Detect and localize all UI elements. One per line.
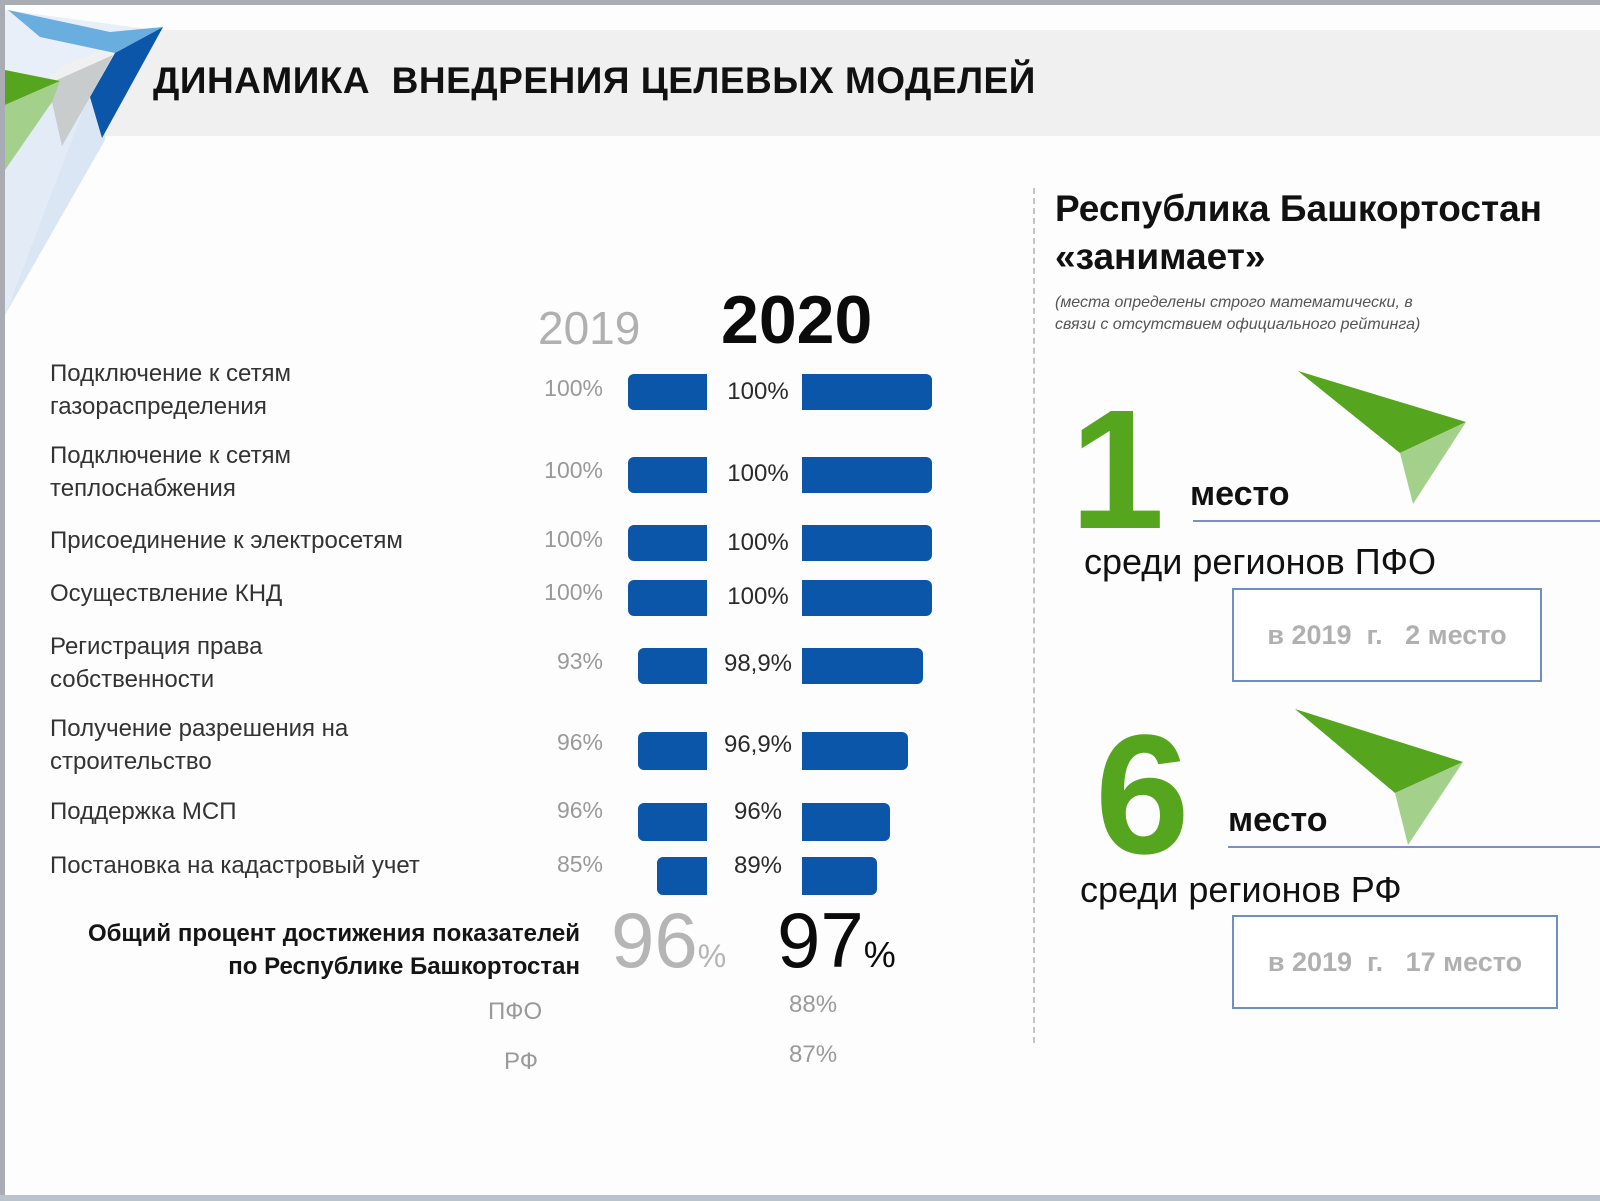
year-2019-label: 2019 — [538, 302, 641, 354]
row-label: Подключение к сетям теплоснабжения — [50, 442, 292, 502]
total-2020-percent: % — [863, 934, 896, 975]
bar-2019 — [638, 648, 707, 684]
value-2020: 100% — [727, 583, 789, 610]
value-2019: 96% — [556, 797, 603, 823]
rf-rank-mesto: место — [1228, 801, 1328, 839]
total-label-line1: Общий процент достижения показателей — [87, 920, 580, 947]
vertical-divider — [1033, 188, 1035, 1043]
row-label: Поддержка МСП — [50, 798, 237, 825]
value-2019: 100% — [544, 579, 603, 605]
value-2020: 98,9% — [723, 650, 793, 677]
bottom-frame — [0, 1195, 1600, 1201]
pfo-prev-text: в 2019 г. 2 место — [1267, 619, 1507, 650]
rf-among-label: среди регионов РФ — [1080, 869, 1402, 910]
pfo-prev-box: в 2019 г. 2 место — [1232, 588, 1542, 682]
bar-2019 — [628, 525, 707, 561]
rf-rank-number: 6 — [1095, 700, 1190, 890]
logo-arrow-icon — [5, 10, 163, 315]
title-band — [5, 30, 1600, 136]
value-2019: 96% — [556, 729, 603, 755]
total-2019-value: 96 — [611, 896, 698, 984]
pfo-among-label: среди регионов ПФО — [1084, 541, 1436, 582]
row-label: Постановка на кадастровый учет — [50, 852, 420, 879]
rf-prev-box: в 2019 г. 17 место — [1232, 915, 1558, 1009]
bar-2019 — [628, 374, 707, 410]
total-label-line2: по Республике Башкортостан — [228, 953, 580, 980]
total-label: Общий процент достижения показателей по … — [20, 917, 580, 983]
bar-2020 — [802, 803, 890, 841]
rf-arrow-icon — [1295, 709, 1463, 845]
pfo-rank-mesto: место — [1190, 475, 1290, 513]
total-2020: 97% — [777, 895, 896, 986]
value-2020: 100% — [727, 378, 789, 405]
bar-2019 — [628, 457, 707, 493]
value-2019: 93% — [556, 648, 603, 674]
total-2019: 96% — [611, 895, 726, 986]
pfo-rank-number: 1 — [1070, 375, 1165, 565]
bar-2020 — [802, 648, 923, 684]
total-2020-value: 97 — [777, 896, 864, 984]
total-2019-percent: % — [697, 938, 727, 974]
ranking-title: Республика Башкортостан «занимает» — [1055, 188, 1543, 277]
value-2020: 96,9% — [723, 731, 793, 758]
value-2020: 100% — [727, 529, 789, 556]
value-2019: 100% — [544, 375, 603, 401]
rf-rank-underline — [1228, 846, 1600, 848]
rf-prev-text: в 2019 г. 17 место — [1267, 946, 1523, 977]
value-2020: 100% — [727, 460, 789, 487]
bar-2019 — [638, 732, 707, 770]
bar-2020 — [802, 374, 932, 410]
row-label: Подключение к сетям газораспределения — [50, 360, 292, 420]
page-title: ДИНАМИКА ВНЕДРЕНИЯ ЦЕЛЕВЫХ МОДЕЛЕЙ — [153, 60, 1036, 101]
bar-2020 — [802, 732, 908, 770]
slide: ДИНАМИКА ВНЕДРЕНИЯ ЦЕЛЕВЫХ МОДЕЛЕЙ 2019 … — [5, 5, 1600, 1195]
bar-2020 — [802, 525, 932, 561]
value-2019: 85% — [556, 851, 603, 877]
rf-value: 87% — [789, 1041, 838, 1068]
year-2020-label: 2020 — [721, 282, 873, 358]
value-2020: 89% — [733, 852, 783, 879]
pfo-arrow-icon — [1298, 371, 1466, 504]
pfo-label: ПФО — [488, 998, 543, 1025]
pfo-value: 88% — [789, 991, 838, 1018]
bar-2019 — [657, 857, 707, 895]
rf-label: РФ — [504, 1048, 538, 1075]
ranking-note: (места определены строго математически, … — [1055, 294, 1421, 333]
bar-2020 — [802, 580, 932, 616]
pfo-rank-underline — [1193, 520, 1600, 522]
value-2019: 100% — [544, 457, 603, 483]
row-label: Получение разрешения на строительство — [50, 715, 349, 775]
value-2020: 96% — [733, 798, 783, 825]
row-label: Регистрация права собственности — [50, 633, 263, 693]
bar-2019 — [638, 803, 707, 841]
row-label: Осуществление КНД — [50, 580, 283, 607]
row-label: Присоединение к электросетям — [50, 527, 403, 554]
bar-2020 — [802, 857, 877, 895]
bar-2019 — [628, 580, 707, 616]
value-2019: 100% — [544, 526, 603, 552]
bar-2020 — [802, 457, 932, 493]
